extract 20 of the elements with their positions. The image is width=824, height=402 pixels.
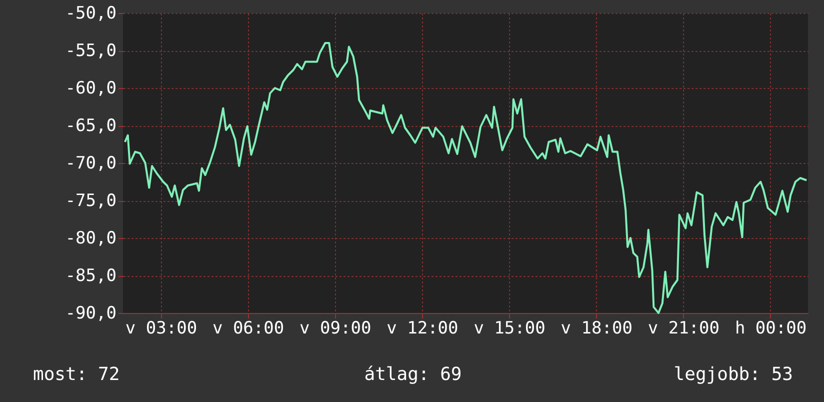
x-tick-label: v 15:00 — [474, 318, 546, 338]
y-tick-label: -60,0 — [65, 78, 116, 98]
y-tick-label: -80,0 — [65, 228, 116, 248]
text: most: 72 — [33, 364, 120, 385]
y-tick-label: -85,0 — [65, 266, 116, 286]
x-tick-label: v 21:00 — [648, 318, 720, 338]
x-tick-label: v 12:00 — [386, 318, 458, 338]
y-tick-label: -70,0 — [65, 154, 116, 174]
x-tick-label: h 00:00 — [734, 318, 807, 338]
y-tick-label: -50,0 — [65, 4, 116, 24]
y-tick-label: -75,0 — [65, 191, 116, 211]
x-tick-label: v 09:00 — [300, 318, 372, 338]
y-tick-label: -65,0 — [65, 116, 116, 136]
x-tick-label: v 06:00 — [212, 318, 284, 338]
x-tick-label: v 03:00 — [125, 318, 198, 338]
text: átlag: 69 — [364, 364, 462, 385]
text: legjobb: 53 — [674, 364, 793, 385]
y-tick-label: -55,0 — [65, 41, 116, 61]
x-tick-label: v 18:00 — [560, 318, 632, 338]
y-tick-label: -90,0 — [65, 304, 116, 324]
